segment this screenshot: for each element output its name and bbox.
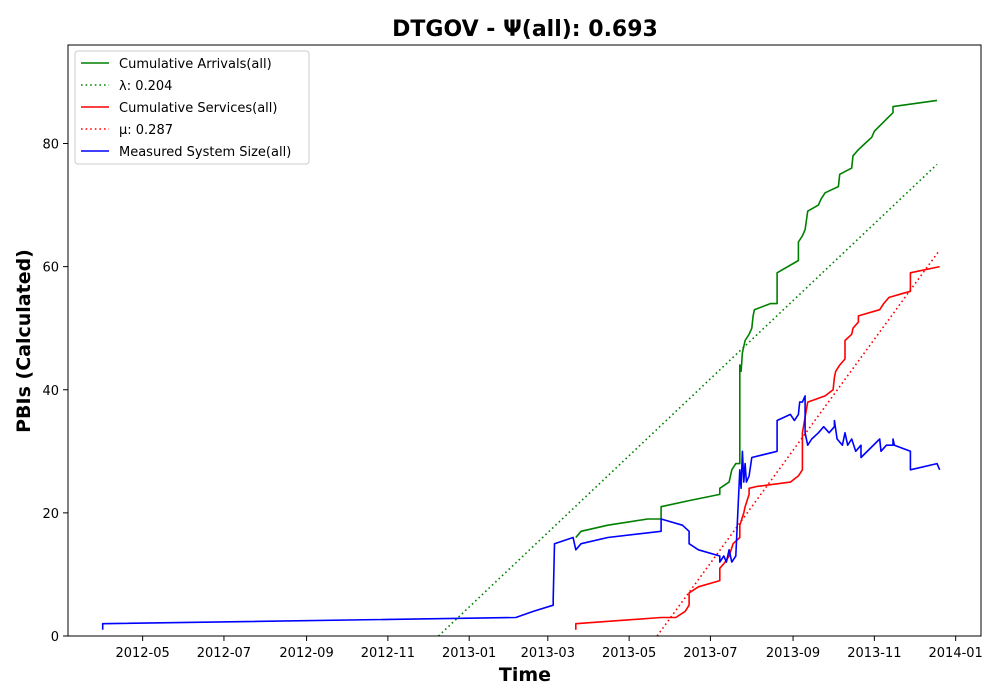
series-line-1 bbox=[437, 163, 938, 636]
legend-label-1: λ: 0.204 bbox=[119, 79, 172, 94]
series-line-3 bbox=[656, 249, 941, 636]
series-line-0 bbox=[575, 99, 938, 539]
y-axis: 0 20 40 60 80 bbox=[42, 138, 68, 645]
chart-title: DTGOV - Ψ(all): 0.693 bbox=[392, 17, 658, 42]
x-tick-label: 2013-05 bbox=[602, 646, 656, 661]
x-tick-label: 2013-09 bbox=[766, 646, 820, 661]
x-tick-label: 2013-01 bbox=[442, 646, 496, 661]
y-tick-label: 80 bbox=[42, 138, 59, 153]
series-line-4 bbox=[101, 395, 941, 630]
y-tick-label: 40 bbox=[42, 384, 59, 399]
series-line-2 bbox=[574, 265, 940, 630]
x-tick-label: 2012-11 bbox=[361, 646, 415, 661]
y-tick-label: 60 bbox=[42, 261, 59, 276]
legend: Cumulative Arrivals(all) λ: 0.204 Cumulati… bbox=[74, 50, 310, 165]
legend-box bbox=[74, 50, 310, 165]
x-axis: 2012-05 2012-07 2012-09 2012-11 2013-01 2013-… bbox=[115, 636, 983, 661]
plot-frame bbox=[67, 44, 982, 637]
y-axis-title: PBIs (Calculated) bbox=[13, 249, 35, 433]
x-tick-label: 2013-03 bbox=[521, 646, 575, 661]
x-axis-title: Time bbox=[499, 664, 551, 686]
x-tick-label: 2013-07 bbox=[683, 646, 737, 661]
y-tick-label: 20 bbox=[42, 507, 59, 522]
legend-label-3: μ: 0.287 bbox=[119, 123, 173, 138]
y-tick-label: 0 bbox=[51, 630, 59, 645]
x-tick-label: 2012-05 bbox=[115, 646, 169, 661]
legend-label-0: Cumulative Arrivals(all) bbox=[119, 57, 272, 72]
x-tick-label: 2012-07 bbox=[197, 646, 251, 661]
legend-label-4: Measured System Size(all) bbox=[119, 145, 291, 160]
x-tick-label: 2013-11 bbox=[847, 646, 901, 661]
legend-label-2: Cumulative Services(all) bbox=[119, 101, 277, 116]
x-tick-label: 2014-01 bbox=[929, 646, 983, 661]
series-lines bbox=[101, 99, 941, 636]
x-tick-label: 2012-09 bbox=[279, 646, 333, 661]
